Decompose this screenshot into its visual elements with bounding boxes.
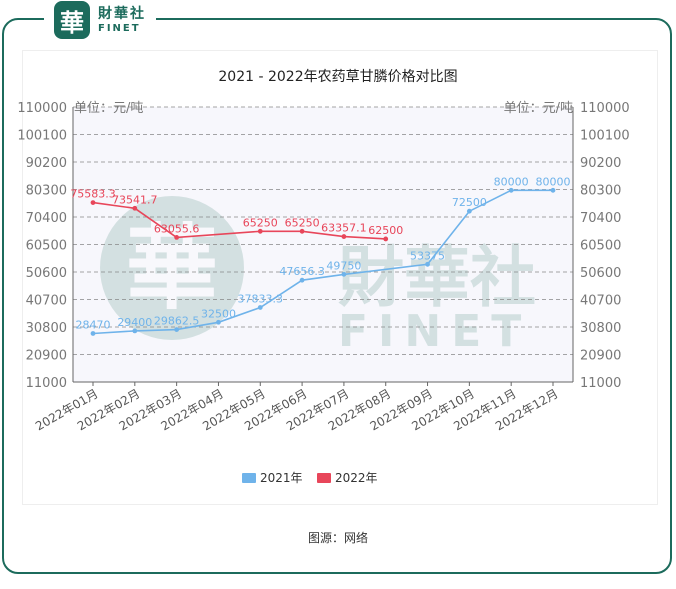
data-label: 80000 [536,175,571,188]
data-point [299,228,305,234]
y-tick-label-left: 110000 [17,101,67,116]
y-axis-unit-left: 单位：元/吨 [74,101,143,116]
card-frame [2,18,672,574]
data-label: 53375 [410,249,445,262]
data-label: 28470 [76,318,111,331]
data-label: 63357.1 [321,222,367,235]
y-tick-label-right: 20900 [580,349,621,364]
watermark-brand-en: FINET [338,306,531,357]
data-point [425,261,430,267]
y-tick-label-left: 60500 [26,239,67,254]
y-tick-label-right: 80300 [580,184,621,199]
legend: 2021年 2022年 [242,471,378,485]
y-tick-label-left: 80300 [26,184,67,199]
y-tick-label-right: 50600 [580,266,621,281]
brand-seal-logo: 華 [54,1,90,39]
data-point [257,228,263,234]
y-tick-label-left: 30800 [26,321,67,336]
y-tick-label-left: 90200 [26,156,67,171]
data-point [341,234,347,239]
data-point [383,236,389,242]
data-point [466,208,472,214]
y-tick-label-left: 40700 [26,294,67,309]
data-point [257,305,263,310]
legend-label: 2022年 [335,471,378,485]
y-tick-label-right: 100100 [580,129,630,144]
y-tick-label-left: 100100 [17,129,67,144]
data-point [90,200,96,206]
y-tick-label-right: 30800 [580,321,621,336]
y-tick-label-right: 110000 [580,101,630,116]
data-point [132,328,138,334]
brand-name-cn: 財華社 [98,5,146,22]
data-label: 62500 [368,224,403,237]
watermark-seal-circle [100,196,244,340]
data-point [341,271,347,277]
y-tick-label-right: 60500 [580,239,621,254]
y-tick-label-left: 20900 [26,349,67,364]
y-tick-label-left: 50600 [26,266,67,281]
data-label: 32500 [201,307,236,320]
legend-swatch [317,473,331,483]
data-label: 65250 [285,216,320,229]
legend-label: 2021年 [260,471,303,485]
y-tick-label-right: 70400 [580,211,621,226]
y-tick-label-right: 40700 [580,294,621,309]
data-label: 29400 [117,316,152,329]
data-point [550,187,556,193]
source-note: 图源：网络 [307,531,368,545]
data-label: 63055.6 [154,222,200,235]
data-label: 65250 [243,216,278,229]
y-axis-unit-right: 单位：元/吨 [504,101,573,116]
data-point [174,235,180,240]
data-label: 73541.7 [112,193,158,206]
data-point [132,205,138,211]
data-label: 75583.3 [70,188,116,201]
brand-header: 華 財華社 FINET [44,0,156,40]
data-point [299,277,305,283]
y-tick-label-left: 70400 [26,211,67,226]
data-label: 49750 [326,259,361,272]
data-point [90,331,96,336]
data-point [508,187,514,193]
y-tick-label-right: 90200 [580,156,621,171]
data-label: 47656.3 [279,265,325,278]
data-label: 29862.5 [154,315,200,328]
data-label: 72500 [452,196,487,209]
brand-name-en: FINET [98,22,141,34]
data-label: 80000 [494,175,529,188]
chart-title: 2021 - 2022年农药草甘膦价格对比图 [218,69,457,85]
data-label: 37833.3 [238,292,284,305]
y-tick-label-left: 11000 [26,376,67,391]
data-point [216,319,221,325]
brand-text: 財華社 FINET [98,7,146,34]
finet-watermark: 華 財華社 FINET [100,196,536,357]
watermark-seal-glyph: 華 [126,214,218,322]
legend-swatch [242,473,256,483]
data-point [174,327,180,333]
y-tick-label-right: 11000 [580,376,621,391]
